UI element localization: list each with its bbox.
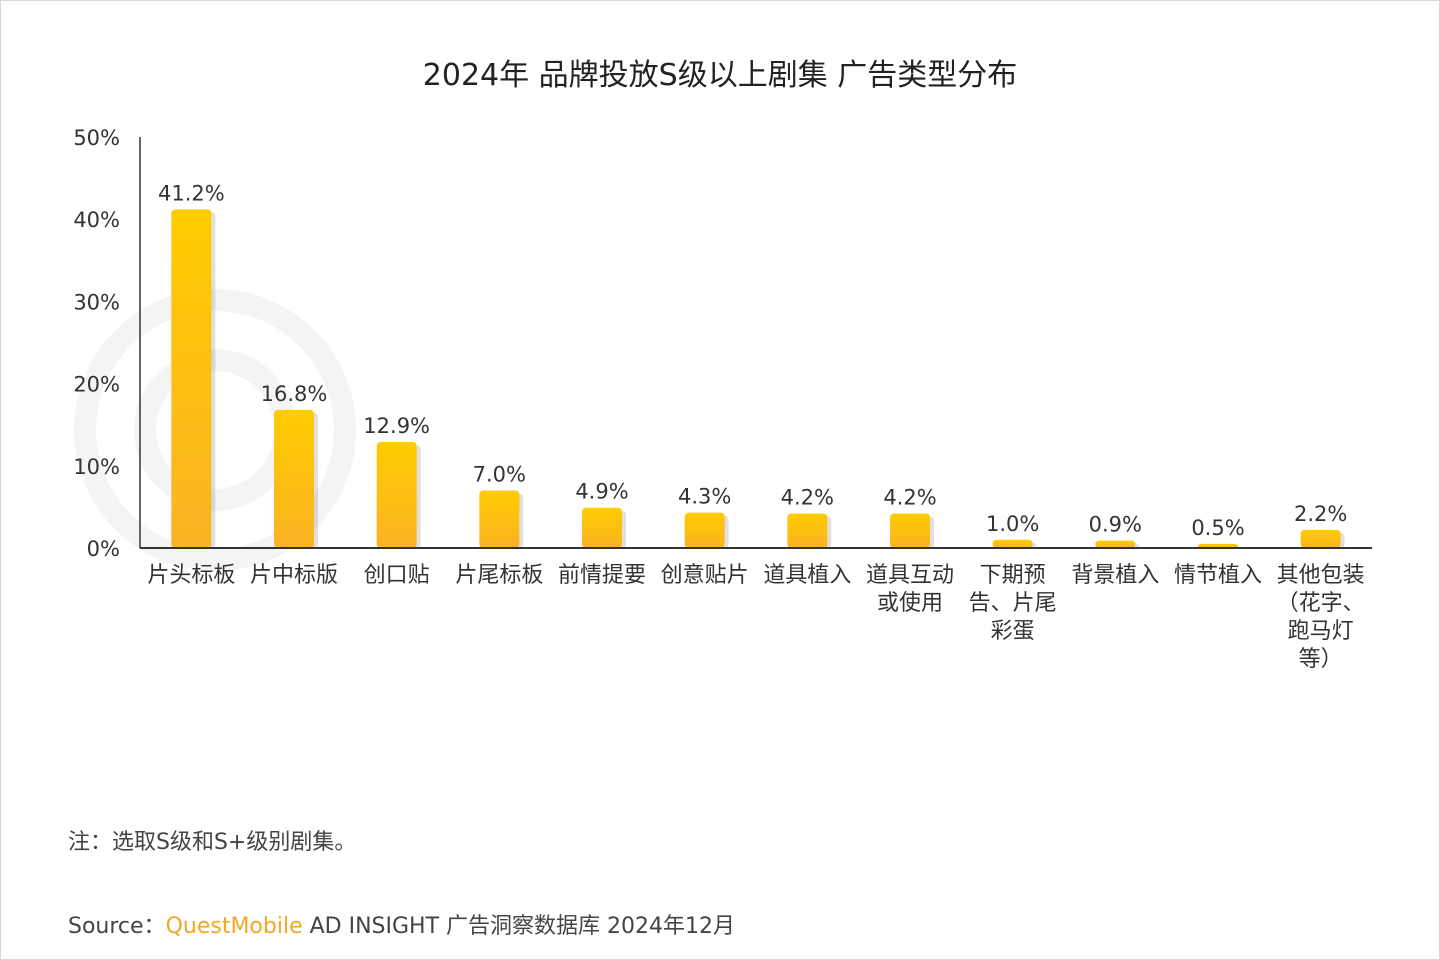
y-tick-label: 30% <box>73 290 120 314</box>
source-line: Source：QuestMobile AD INSIGHT 广告洞察数据库 20… <box>68 908 735 940</box>
bar <box>376 441 417 548</box>
data-label: 1.0% <box>986 512 1039 536</box>
x-tick-label: 片尾标板 <box>455 563 544 588</box>
data-label: 12.9% <box>363 414 430 438</box>
bar <box>787 513 828 548</box>
data-label: 4.3% <box>678 485 731 509</box>
bar <box>992 539 1033 548</box>
y-tick-label: 10% <box>73 455 120 479</box>
x-tick-label: 道具植入 <box>763 563 852 588</box>
x-tick-label: 其他包装（花字、跑马灯等） <box>1276 563 1365 672</box>
x-tick-label: 下期预告、片尾彩蛋 <box>968 563 1057 644</box>
x-tick-label: 前情提要 <box>557 563 646 588</box>
data-label: 0.5% <box>1191 516 1244 540</box>
data-label: 4.2% <box>883 485 936 509</box>
y-tick-label: 0% <box>87 537 120 561</box>
chart-title: 2024年 品牌投放S级以上剧集 广告类型分布 <box>422 58 1018 93</box>
x-tick-label: 片中标版 <box>249 563 338 588</box>
data-label: 7.0% <box>473 462 526 486</box>
x-tick-label: 片头标板 <box>147 563 236 588</box>
bar <box>1300 529 1341 548</box>
source-prefix: Source： <box>68 914 166 939</box>
x-tick-label: 创意贴片 <box>660 563 749 588</box>
x-tick-label: 情节植入 <box>1173 563 1262 588</box>
data-label: 4.9% <box>575 480 628 504</box>
data-label: 41.2% <box>158 181 225 205</box>
bar <box>479 490 520 548</box>
source-brand: QuestMobile <box>165 914 303 939</box>
bar <box>582 507 622 548</box>
y-tick-label: 20% <box>73 373 120 397</box>
bar <box>171 209 212 548</box>
y-tick-label: 50% <box>73 126 120 150</box>
data-label: 2.2% <box>1294 502 1347 526</box>
bar <box>684 512 725 548</box>
data-label: 0.9% <box>1089 513 1142 537</box>
data-label: 4.2% <box>781 485 834 509</box>
bar <box>274 409 314 548</box>
bar <box>890 513 930 548</box>
x-tick-label: 背景植入 <box>1071 563 1160 588</box>
data-label: 16.8% <box>261 382 328 406</box>
x-tick-label: 创口贴 <box>363 563 430 588</box>
x-tick-label: 道具互动或使用 <box>865 563 954 616</box>
footnote: 注：选取S级和S+级别剧集。 <box>68 830 357 855</box>
source-rest: AD INSIGHT 广告洞察数据库 2024年12月 <box>302 914 735 939</box>
y-tick-label: 40% <box>73 208 120 232</box>
bar <box>1198 543 1238 548</box>
bar <box>1095 540 1136 548</box>
